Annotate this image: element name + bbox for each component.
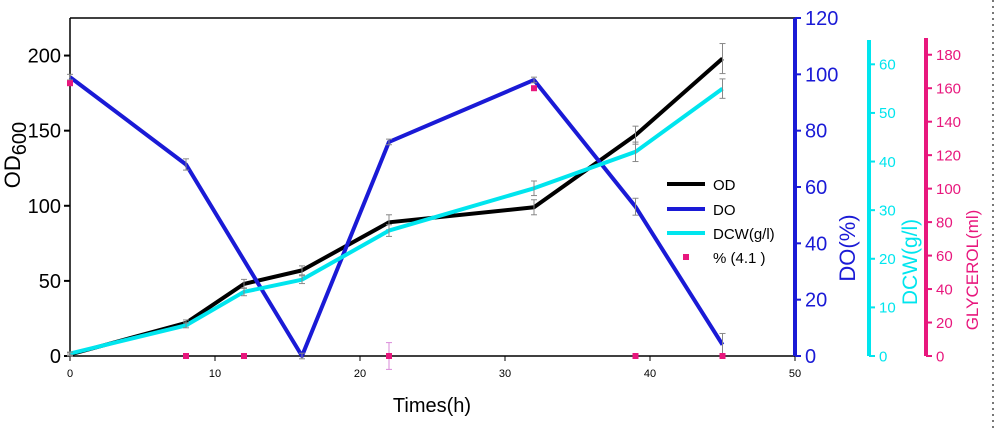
dcw-tick-label: 40 xyxy=(879,154,896,171)
series-line-od xyxy=(69,57,724,357)
do-tick-label: 60 xyxy=(805,177,827,199)
dcw-tick-label: 10 xyxy=(879,300,896,317)
glycerol-tick-label: 140 xyxy=(936,114,961,131)
x-tick-label: 10 xyxy=(209,368,221,380)
glycerol-tick-label: 20 xyxy=(936,315,953,332)
dcw-tick-label: 20 xyxy=(879,251,896,268)
legend: OD DO DCW(g/l) % (4.1 ) xyxy=(667,177,775,267)
od-axis-label-sub: 600 xyxy=(9,122,31,155)
dcw-tick-label: 0 xyxy=(879,348,887,365)
x-axis-label: Times(h) xyxy=(393,395,471,417)
legend-label-glycerol: % (4.1 ) xyxy=(713,250,766,267)
glycerol-point xyxy=(531,85,537,92)
y-ticks: 0501001502000204060801001200102030405060… xyxy=(28,8,961,368)
x-ticks: 0 10 20 30 40 50 xyxy=(67,356,801,380)
glycerol-point xyxy=(67,80,73,87)
glycerol-tick-label: 60 xyxy=(936,248,953,265)
glycerol-point xyxy=(719,353,726,359)
dcw-tick-label: 30 xyxy=(879,202,896,219)
glycerol-tick-label: 180 xyxy=(936,47,961,64)
legend-label-od: OD xyxy=(713,177,736,194)
x-tick-label: 0 xyxy=(67,368,73,380)
legend-label-dcw: DCW(g/l) xyxy=(713,226,775,243)
od-tick-label: 100 xyxy=(28,196,61,218)
glycerol-point xyxy=(386,353,392,359)
legend-swatch-glycerol xyxy=(683,254,689,260)
series-group xyxy=(67,43,726,370)
glycerol-tick-label: 160 xyxy=(936,80,961,97)
legend-label-do: DO xyxy=(713,202,736,219)
od-tick-label: 0 xyxy=(50,346,61,368)
glycerol-tick-label: 120 xyxy=(936,147,961,164)
od-axis-label: OD600 xyxy=(0,122,31,188)
glycerol-point xyxy=(183,353,189,359)
do-tick-label: 20 xyxy=(805,290,827,312)
dcw-tick-label: 50 xyxy=(879,105,896,122)
od-tick-label: 50 xyxy=(39,271,61,293)
glycerol-tick-label: 0 xyxy=(936,348,944,365)
od-tick-label: 150 xyxy=(28,121,61,143)
x-tick-label: 50 xyxy=(789,368,801,380)
x-tick-label: 20 xyxy=(354,368,366,380)
glycerol-point xyxy=(632,353,639,359)
glycerol-tick-label: 80 xyxy=(936,214,953,231)
od-tick-label: 200 xyxy=(28,46,61,68)
glycerol-tick-label: 40 xyxy=(936,281,953,298)
dcw-axis-label: DCW(g/l) xyxy=(899,219,922,305)
series-line-dcw xyxy=(69,86,724,356)
page-edge-divider xyxy=(992,0,994,429)
glycerol-axis-label: GLYCEROL(ml) xyxy=(963,210,982,331)
od-axis-label-main: OD xyxy=(0,155,25,188)
series-line-do xyxy=(68,75,725,358)
glycerol-point xyxy=(241,353,247,359)
x-tick-label: 30 xyxy=(499,368,511,380)
do-tick-label: 0 xyxy=(805,346,816,368)
dcw-tick-label: 60 xyxy=(879,57,896,74)
do-tick-label: 120 xyxy=(805,8,838,30)
do-tick-label: 80 xyxy=(805,121,827,143)
do-tick-label: 40 xyxy=(805,233,827,255)
x-tick-label: 40 xyxy=(644,368,656,380)
glycerol-tick-label: 100 xyxy=(936,181,961,198)
do-axis-label: DO(%) xyxy=(835,214,860,281)
do-tick-label: 100 xyxy=(805,64,838,86)
